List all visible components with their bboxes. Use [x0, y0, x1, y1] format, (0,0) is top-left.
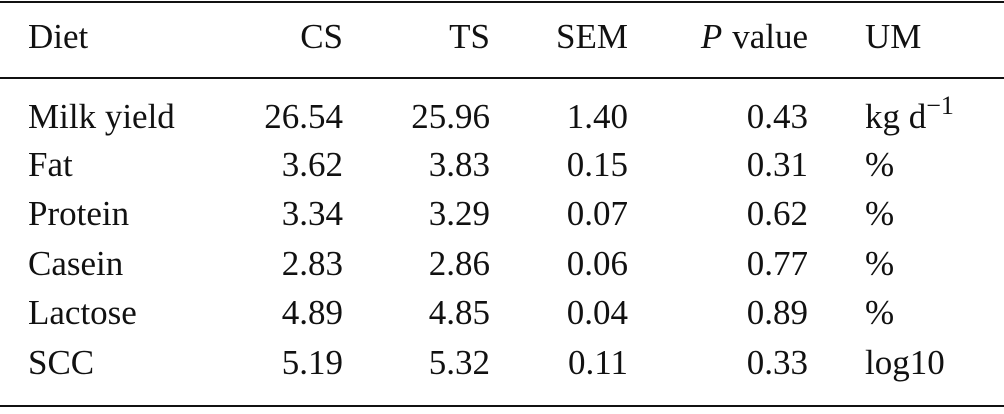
header-cell: UM — [865, 17, 921, 56]
cell: 0.31 — [747, 145, 808, 184]
cell: 3.62 — [282, 145, 343, 184]
text-part: value — [732, 17, 808, 56]
cell: 4.89 — [282, 293, 343, 332]
cell: 0.77 — [747, 244, 808, 283]
cell: 0.62 — [747, 194, 808, 233]
cell: log10 — [865, 343, 945, 382]
cell: Fat — [28, 145, 73, 184]
superscript: −1 — [926, 91, 954, 120]
cell: 4.85 — [429, 293, 490, 332]
cell: Casein — [28, 244, 123, 283]
cell: % — [865, 293, 894, 332]
cell: 3.29 — [429, 194, 490, 233]
cell: 0.89 — [747, 293, 808, 332]
cell: Milk yield — [28, 97, 175, 136]
italic-part: P — [700, 17, 722, 56]
cell: 2.86 — [429, 244, 490, 283]
cell: 3.83 — [429, 145, 490, 184]
cell: 0.15 — [567, 145, 628, 184]
header-cell: TS — [449, 17, 490, 56]
cell: kg d−1 — [865, 91, 954, 136]
text-part: kg d — [865, 97, 927, 136]
cell: 3.34 — [282, 194, 343, 233]
cell: 26.54 — [264, 97, 343, 136]
cell: Protein — [28, 194, 129, 233]
header-cell: Diet — [28, 17, 89, 56]
cell: 0.07 — [567, 194, 628, 233]
cell: 0.43 — [747, 97, 808, 136]
cell: 2.83 — [282, 244, 343, 283]
cell: 1.40 — [567, 97, 628, 136]
cell: 25.96 — [411, 97, 490, 136]
cell: 0.33 — [747, 343, 808, 382]
header-cell: SEM — [556, 17, 628, 56]
cell: 0.06 — [567, 244, 628, 283]
cell: 0.11 — [568, 343, 628, 382]
cell: 5.32 — [429, 343, 490, 382]
cell: SCC — [28, 343, 94, 382]
cell: % — [865, 145, 894, 184]
cell: % — [865, 194, 894, 233]
cell: 5.19 — [282, 343, 343, 382]
cell: 0.04 — [567, 293, 628, 332]
cell: % — [865, 244, 894, 283]
header-cell: CS — [300, 17, 343, 56]
cell: Lactose — [28, 293, 137, 332]
